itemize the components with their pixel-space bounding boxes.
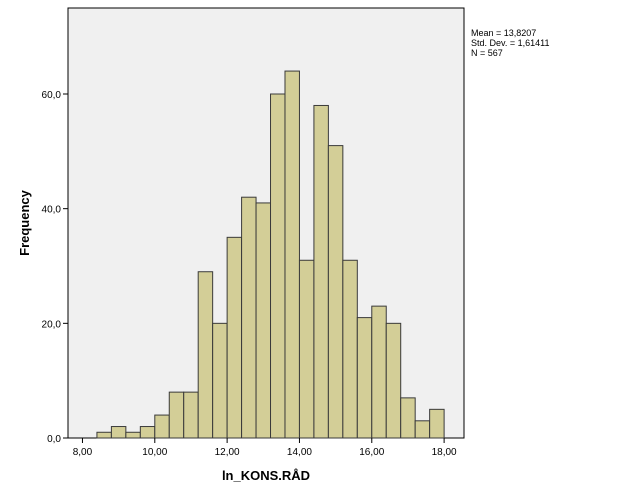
histogram-bar bbox=[212, 322, 228, 439]
y-tick-label: 60,0 bbox=[42, 90, 62, 101]
x-tick-label: 12,00 bbox=[215, 447, 240, 458]
histogram-bar bbox=[327, 145, 344, 439]
histogram-bar bbox=[125, 431, 141, 439]
histogram-bar bbox=[385, 322, 402, 439]
stat-mean: Mean = 13,8207 bbox=[471, 28, 537, 38]
histogram-bar bbox=[168, 391, 185, 439]
x-tick-label: 10,00 bbox=[142, 447, 167, 458]
stat-n: N = 567 bbox=[471, 48, 503, 58]
y-tick-label: 0,0 bbox=[47, 434, 61, 445]
y-axis-label: Frequency bbox=[17, 189, 32, 256]
histogram-bar bbox=[139, 426, 156, 439]
x-axis-label: ln_KONS.RÅD bbox=[222, 468, 310, 483]
histogram-bar bbox=[414, 420, 431, 439]
histogram-bar bbox=[270, 93, 286, 439]
histogram-bar bbox=[197, 271, 214, 439]
x-tick-label: 8,00 bbox=[73, 447, 93, 458]
stat-std-dev: Std. Dev. = 1,61411 bbox=[471, 38, 550, 48]
histogram-bar bbox=[356, 317, 373, 439]
y-tick-label: 20,0 bbox=[42, 319, 62, 330]
histogram-bar bbox=[429, 408, 445, 439]
histogram-bar bbox=[154, 414, 170, 439]
histogram-bar bbox=[313, 104, 329, 439]
y-axis: 0,0 20,0 40,0 60,0 bbox=[42, 90, 68, 445]
summary-stats: Mean = 13,8207 Std. Dev. = 1,61411 N = 5… bbox=[471, 28, 549, 58]
histogram-bar bbox=[226, 236, 243, 439]
histogram-bar bbox=[255, 202, 272, 439]
histogram-bar bbox=[371, 305, 387, 439]
histogram-bar bbox=[298, 259, 315, 439]
histogram-bar bbox=[400, 397, 416, 439]
bars-group bbox=[96, 70, 445, 439]
histogram-bar bbox=[110, 426, 127, 439]
x-axis: 8,00 10,00 12,00 14,00 16,00 18,00 bbox=[73, 438, 457, 458]
histogram-bar bbox=[342, 259, 358, 439]
histogram-bar bbox=[96, 431, 112, 439]
histogram-bar bbox=[241, 196, 257, 439]
x-tick-label: 18,00 bbox=[432, 447, 457, 458]
y-tick-label: 40,0 bbox=[42, 205, 62, 216]
histogram-bar bbox=[183, 391, 199, 439]
histogram-bar bbox=[284, 70, 300, 439]
x-tick-label: 14,00 bbox=[287, 447, 312, 458]
x-tick-label: 16,00 bbox=[359, 447, 384, 458]
